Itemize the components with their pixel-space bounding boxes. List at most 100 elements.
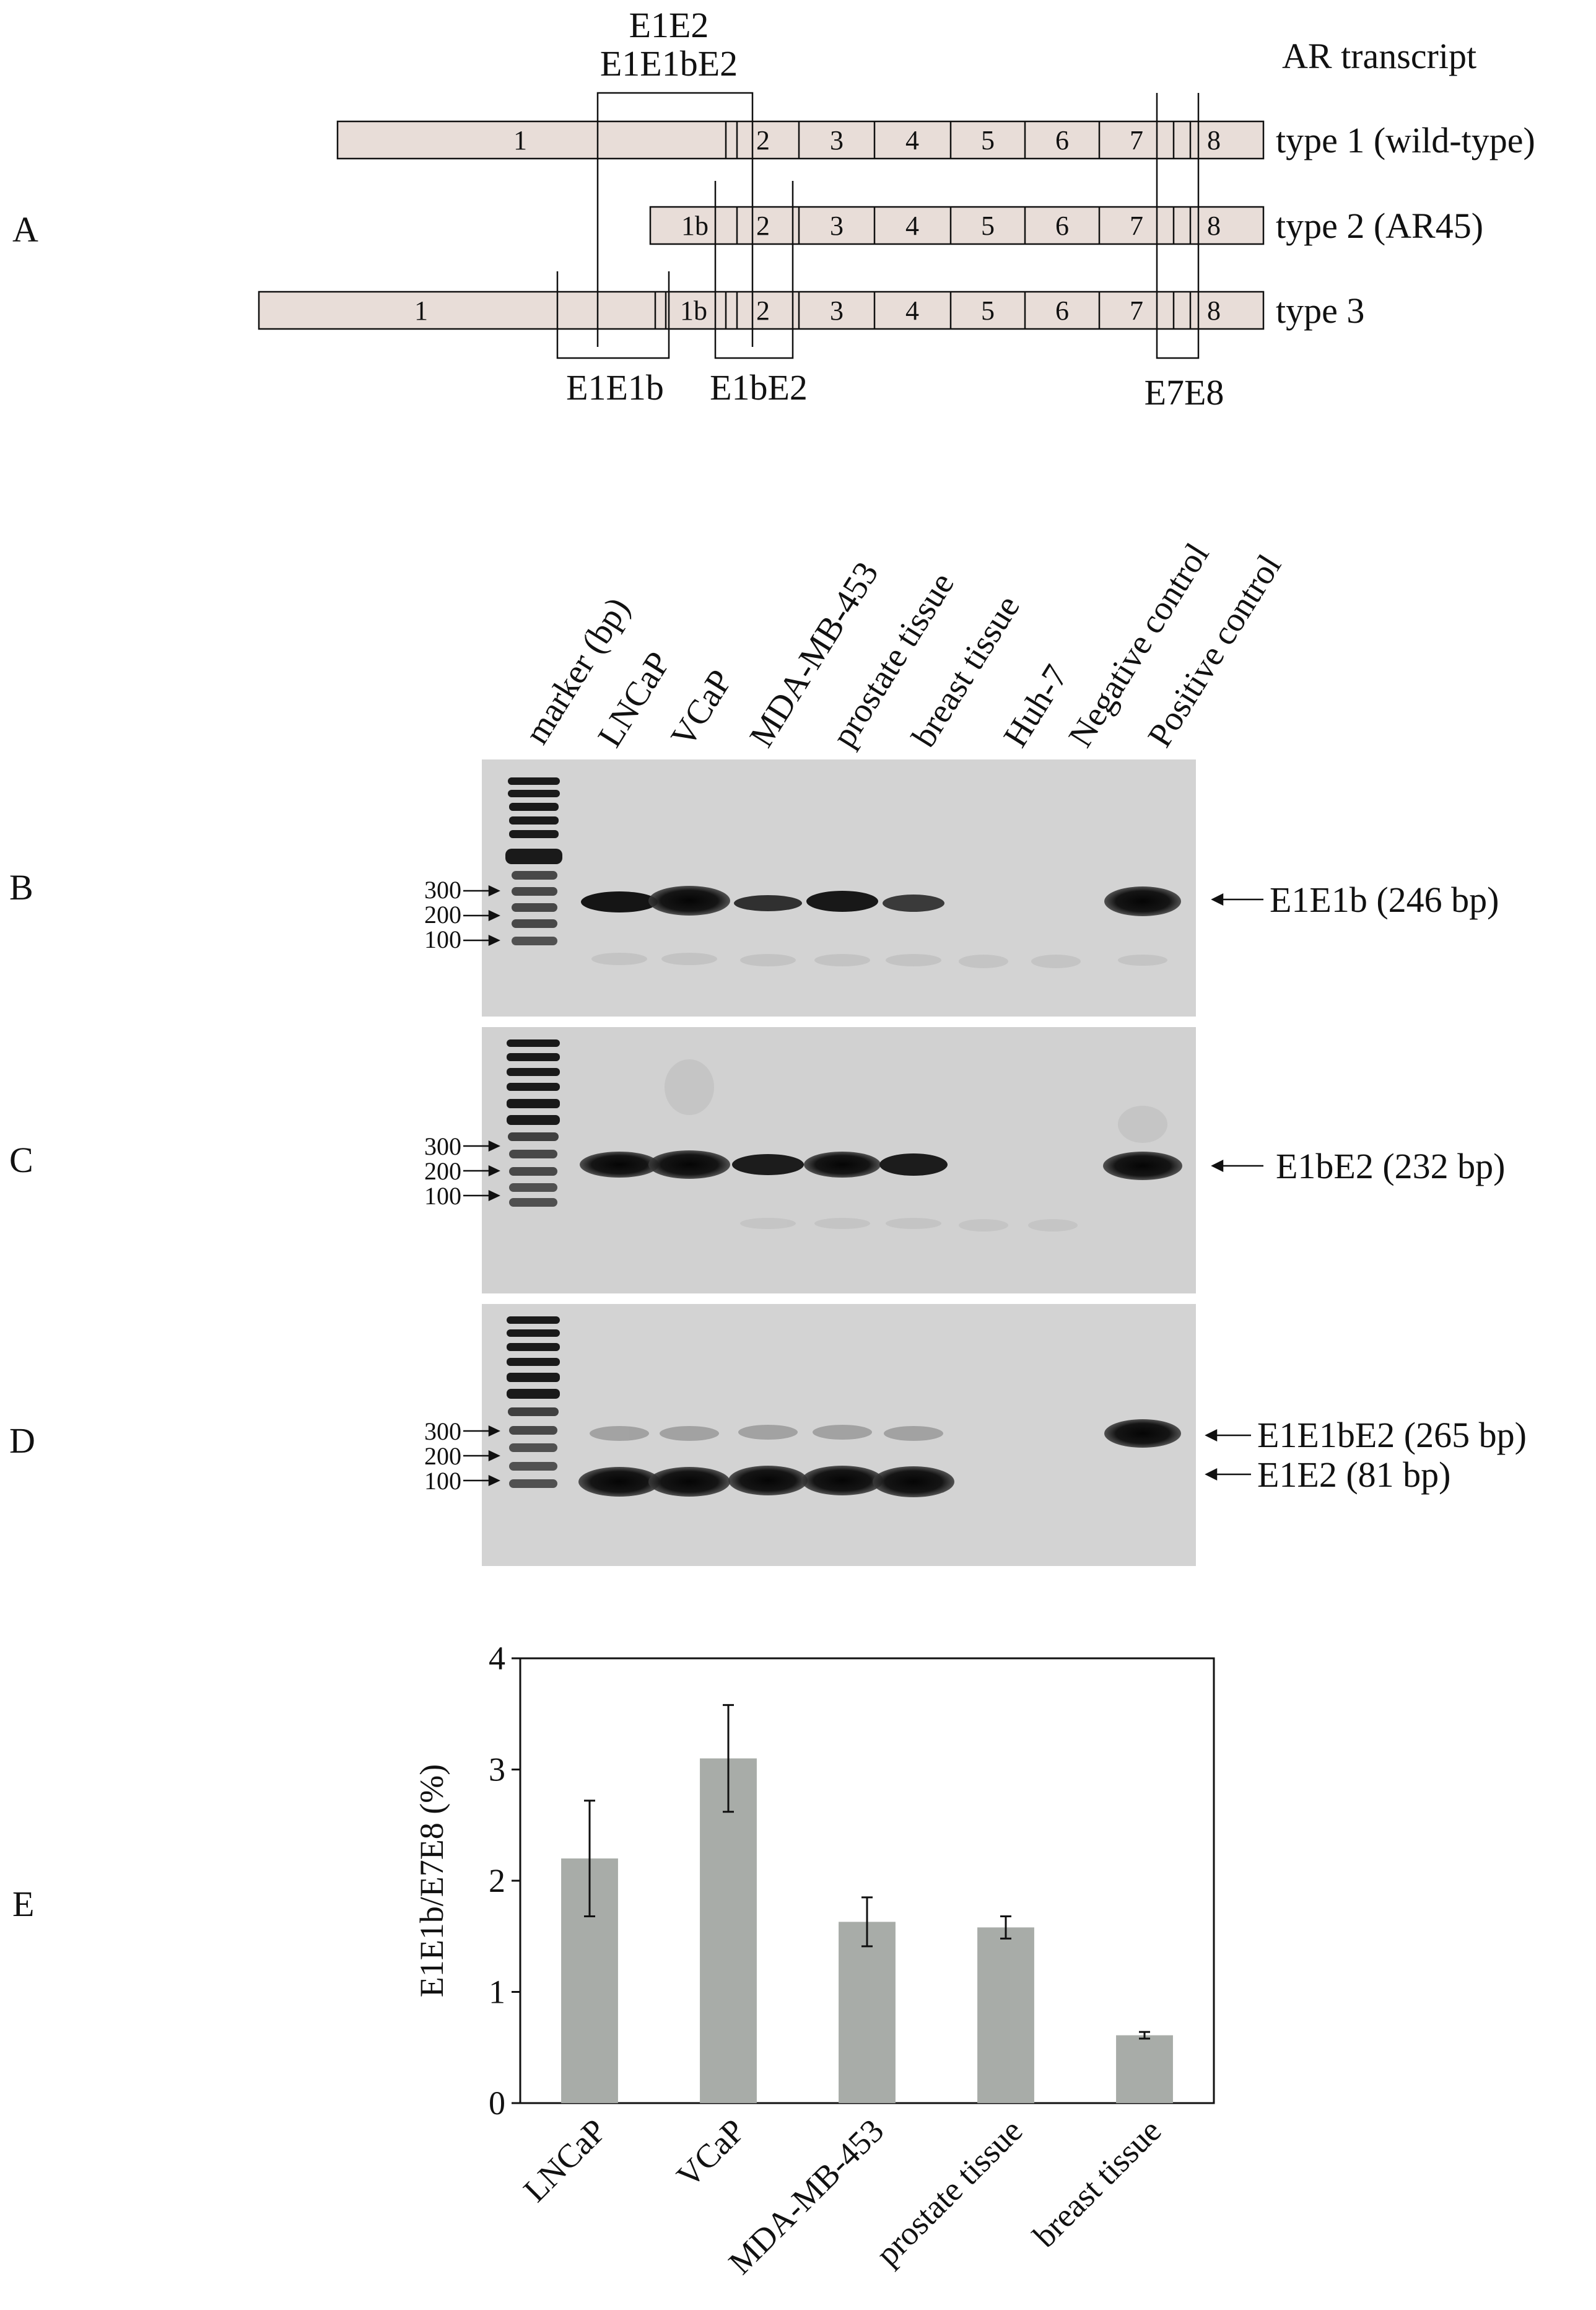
panel-b: B 300 200 [9,759,1499,1017]
error-bar [1139,2031,1150,2040]
arrow-left-icon [1211,1159,1263,1173]
arrow-left-icon [1205,1468,1251,1481]
marker-size-label: 100 [424,1467,461,1495]
gel-band [1104,1419,1181,1448]
error-bar [861,1896,873,1948]
primer-bracket-e1be2 [714,181,794,359]
panel-a: A AR transcript 1 2 3 4 5 6 7 8 [12,5,1535,413]
exon-label: 8 [1207,211,1221,241]
exon-label: 6 [1055,125,1069,155]
arrow-left-icon [1211,893,1263,906]
primer-bracket-e1e2 [596,92,754,347]
marker-size-label: 300 [424,876,461,904]
exon-label: 5 [981,295,995,326]
band-label: E1E1bE2 (265 bp) [1257,1415,1527,1455]
exon-label: 2 [756,211,770,241]
gel-band [728,1466,808,1495]
y-tick-label: 1 [489,1974,505,2011]
exon-label: 5 [981,211,995,241]
gel-band [581,891,658,912]
panel-d: D 300 200 100 [9,1304,1527,1566]
exon-label: 3 [830,211,844,241]
panel-letter-d: D [9,1420,35,1461]
exon-label: 4 [905,125,919,155]
transcript-name: type 2 (AR45) [1276,206,1483,246]
lane-label-vcap: VCaP [663,663,739,754]
transcript-type-3: 1 1b 2 3 4 5 6 7 8 type 3 [258,291,1364,331]
error-bar [723,1704,734,1813]
panel-c: C 300 200 100 [9,1027,1506,1293]
exon-label: 5 [981,125,995,155]
panel-letter-a: A [12,209,38,250]
bar [839,1922,896,2103]
gel-band [883,895,944,912]
primer-label-e7e8: E7E8 [1145,372,1224,413]
transcript-type-2: 1b 2 3 4 5 6 7 8 type 2 (AR45) [649,206,1483,246]
arrow-left-icon [1205,1428,1251,1442]
exon-label: 2 [756,125,770,155]
exon-label: 6 [1055,211,1069,241]
marker-size-label: 100 [424,925,461,953]
marker-size-label: 300 [424,1132,461,1160]
gel-band [1104,886,1181,916]
bar [977,1927,1034,2103]
gel-band [580,1152,659,1178]
x-tick-label: VCaP [669,2112,752,2195]
transcript-name: type 3 [1276,291,1364,331]
bar [700,1758,757,2103]
exon-label: 2 [756,295,770,326]
gel-band [873,1466,954,1497]
y-tick-label: 4 [489,1640,505,1677]
marker-size-label: 200 [424,1442,461,1470]
gel-band [578,1467,660,1497]
gel-band [648,1467,730,1497]
gel-band [648,1150,730,1179]
gel-image [482,759,1196,1017]
gel-band [1103,1152,1182,1180]
marker-ladder [507,1316,560,1488]
gel-band [801,1466,883,1495]
gel-band [734,895,802,911]
error-bar [584,1800,595,1917]
x-tick-label: breast tissue [1026,2112,1168,2254]
band-label: E1bE2 (232 bp) [1276,1146,1506,1186]
transcript-type-1: 1 2 3 4 5 6 7 8 type 1 (wild-type) [336,120,1535,160]
marker-ladder [507,1039,560,1207]
exon-label: 7 [1130,125,1143,155]
y-tick-label: 2 [489,1862,505,1899]
error-bar [1000,1915,1011,1940]
panel-letter-c: C [9,1140,33,1180]
exon-label: 1b [681,211,709,241]
exon-label: 4 [905,211,919,241]
primer-label-e1e1be2: E1E1bE2 [600,43,738,84]
primer-bracket-e7e8 [1156,93,1200,359]
primer-label-e1e2: E1E2 [629,5,709,45]
exon-label: 3 [830,125,844,155]
exon-label: 7 [1130,211,1143,241]
exon-label: 3 [830,295,844,326]
bar [1116,2035,1173,2103]
primer-label-e1e1b: E1E1b [566,367,664,408]
primer-label-e1be2: E1bE2 [710,367,808,408]
primer-bracket-e1e1b [556,271,670,359]
marker-size-label: 100 [424,1182,461,1210]
exon-label: 1b [680,295,707,326]
panel-letter-e: E [12,1884,34,1924]
exon-label: 4 [905,295,919,326]
band-label: E1E2 (81 bp) [1257,1455,1451,1495]
marker-size-label: 300 [424,1417,461,1445]
lane-label-negative-control: Negative control [1061,536,1216,754]
marker-ladder [505,777,562,945]
exon-label: 1 [513,125,527,155]
exon-label: 8 [1207,125,1221,155]
diagram-header: AR transcript [1282,36,1476,76]
band-label: E1E1b (246 bp) [1270,880,1499,920]
lane-label-huh-7: Huh-7 [996,658,1075,754]
exon-label: 1 [414,295,428,326]
y-tick-label: 0 [489,2085,505,2122]
x-tick-label: prostate tissue [869,2112,1030,2273]
x-tick-label: LNCaP [517,2112,614,2209]
